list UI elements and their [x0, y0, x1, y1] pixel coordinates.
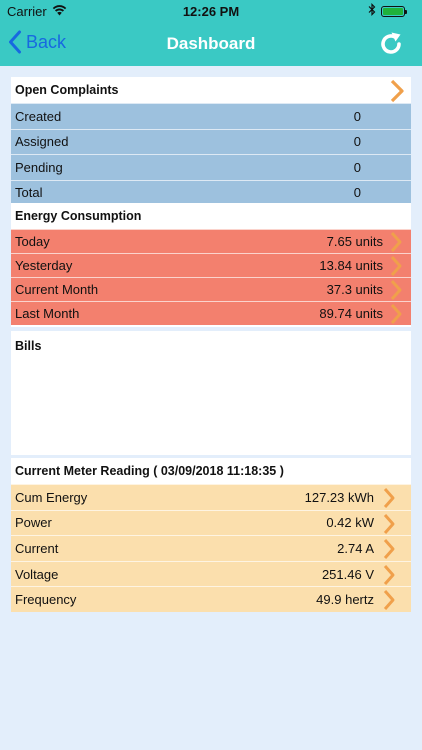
complaint-row-assigned: Assigned 0 [11, 128, 411, 154]
row-label: Current [15, 540, 59, 556]
row-value: 13.84 units [319, 258, 383, 273]
refresh-button[interactable] [378, 31, 404, 57]
meter-reading-header: Current Meter Reading ( 03/09/2018 11:18… [11, 458, 411, 484]
row-label: Created [15, 108, 62, 124]
row-label: Yesterday [15, 258, 73, 273]
complaint-row-created: Created 0 [11, 103, 411, 129]
row-label: Last Month [15, 306, 80, 321]
meter-row-frequency[interactable]: Frequency 49.9 hertz [11, 586, 411, 612]
chevron-left-icon [9, 30, 21, 54]
battery-icon [381, 6, 407, 17]
row-value: 2.74 A [337, 540, 374, 556]
open-complaints-title: Open Complaints [15, 83, 119, 97]
row-value: 49.9 hertz [316, 592, 374, 608]
meter-reading-card: Current Meter Reading ( 03/09/2018 11:18… [11, 458, 411, 612]
row-value: 0.42 kW [326, 515, 374, 531]
complaint-row-pending: Pending 0 [11, 154, 411, 180]
row-label: Assigned [15, 134, 69, 150]
row-label: Total [15, 185, 43, 201]
row-label: Frequency [15, 592, 77, 608]
row-value: 7.65 units [326, 234, 383, 249]
open-complaints-card: Open Complaints Created 0 Assigned 0 Pen… [11, 77, 411, 205]
energy-row-yesterday[interactable]: Yesterday 13.84 units [11, 253, 411, 277]
row-label: Today [15, 234, 50, 249]
row-value: 0 [353, 134, 361, 150]
chevron-right-icon[interactable] [382, 589, 396, 614]
chevron-right-icon[interactable] [389, 231, 403, 256]
chevron-right-icon[interactable] [382, 538, 396, 563]
bluetooth-icon [368, 3, 376, 19]
chevron-right-icon[interactable] [382, 513, 396, 538]
page-title: Dashboard [166, 34, 256, 53]
wifi-icon [52, 4, 67, 19]
chevron-right-icon[interactable] [382, 564, 396, 589]
row-value: 0 [353, 159, 361, 175]
row-label: Voltage [15, 566, 59, 582]
row-label: Pending [15, 159, 63, 175]
row-label: Cum Energy [15, 489, 88, 505]
energy-row-last-month[interactable]: Last Month 89.74 units [11, 301, 411, 325]
energy-row-current-month[interactable]: Current Month 37.3 units [11, 277, 411, 301]
bills-title: Bills [15, 339, 42, 353]
back-label: Back [26, 31, 67, 52]
chevron-right-icon[interactable] [389, 79, 405, 106]
row-value: 0 [353, 108, 361, 124]
carrier-label: Carrier [7, 4, 47, 19]
chevron-right-icon[interactable] [389, 279, 403, 304]
meter-row-voltage[interactable]: Voltage 251.46 V [11, 560, 411, 589]
status-bar: Carrier 12:26 PM [0, 0, 422, 22]
row-value: 89.74 units [319, 306, 383, 321]
meter-reading-title: Current Meter Reading ( 03/09/2018 11:18… [15, 464, 284, 478]
refresh-icon [381, 32, 401, 54]
energy-consumption-card: Energy Consumption Today 7.65 units Yest… [11, 203, 411, 327]
bills-card: Bills [11, 331, 411, 455]
energy-row-today[interactable]: Today 7.65 units [11, 229, 411, 253]
meter-row-power[interactable]: Power 0.42 kW [11, 509, 411, 538]
row-value: 251.46 V [321, 566, 374, 582]
complaint-row-total: Total 0 [11, 179, 411, 205]
row-label: Current Month [15, 282, 99, 297]
bills-header: Bills [11, 331, 411, 361]
row-value: 37.3 units [326, 282, 383, 297]
row-value: 0 [353, 185, 361, 201]
meter-row-cum-energy[interactable]: Cum Energy 127.23 kWh [11, 484, 411, 510]
chevron-right-icon[interactable] [382, 487, 396, 512]
back-button[interactable]: Back [8, 30, 66, 54]
open-complaints-header[interactable]: Open Complaints [11, 77, 411, 103]
row-label: Power [15, 515, 52, 531]
row-value: 127.23 kWh [304, 489, 374, 505]
clock: 12:26 PM [182, 4, 240, 19]
chevron-right-icon[interactable] [389, 255, 403, 280]
navigation-bar: Back Dashboard [0, 22, 422, 66]
meter-row-current[interactable]: Current 2.74 A [11, 535, 411, 561]
chevron-right-icon[interactable] [389, 303, 403, 328]
energy-consumption-header: Energy Consumption [11, 203, 411, 229]
energy-consumption-title: Energy Consumption [15, 209, 142, 223]
